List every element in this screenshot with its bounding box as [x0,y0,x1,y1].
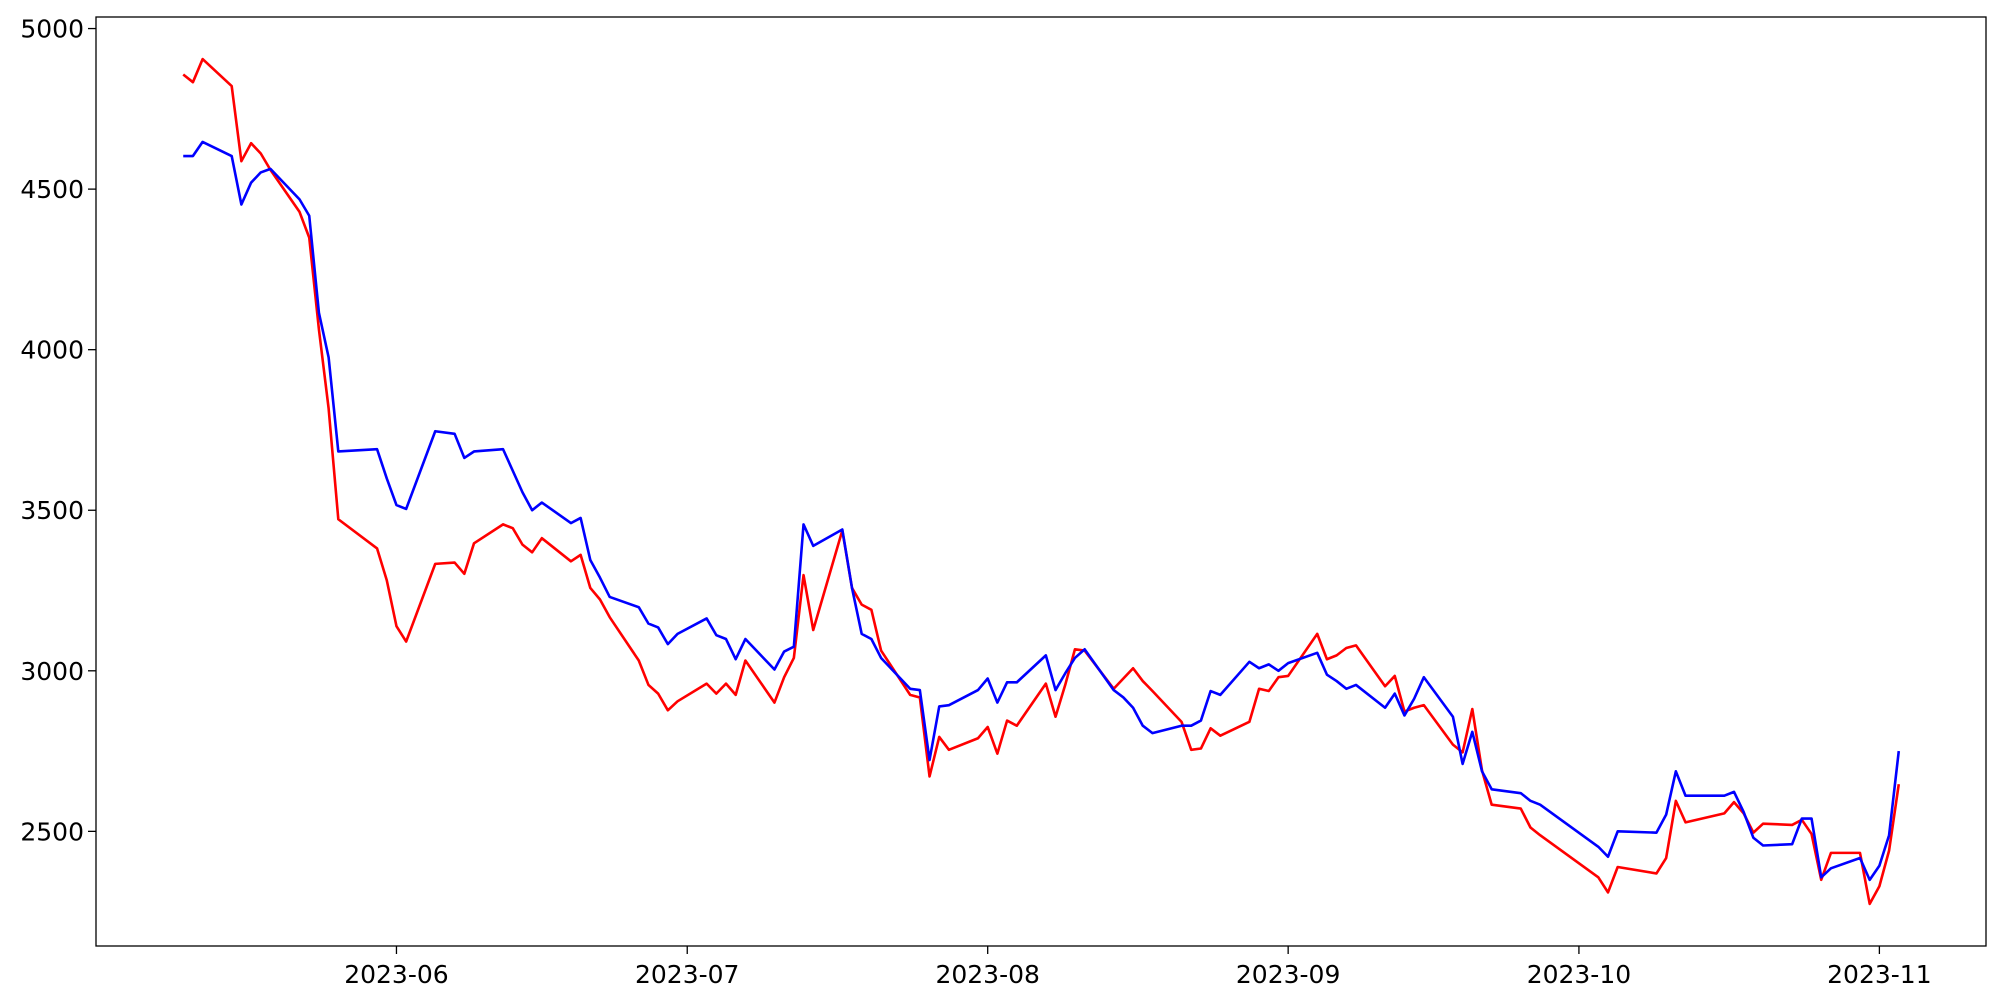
y-tick-label: 4500 [20,175,84,204]
x-tick-label: 2023-11 [1827,960,1931,989]
series-line [182,57,1901,906]
x-tick-label: 2023-07 [635,960,739,989]
x-tick-label: 2023-08 [935,960,1039,989]
y-tick-label: 2500 [20,817,84,846]
y-tick-label: 5000 [20,15,84,44]
y-tick-label: 4000 [20,336,84,365]
y-tick-label: 3500 [20,496,84,525]
y-tick-label: 3000 [20,657,84,686]
x-tick-label: 2023-10 [1527,960,1631,989]
plot-frame [95,16,1987,947]
x-tick-label: 2023-09 [1236,960,1340,989]
series-line [183,140,1901,882]
x-tick-label: 2023-06 [344,960,448,989]
